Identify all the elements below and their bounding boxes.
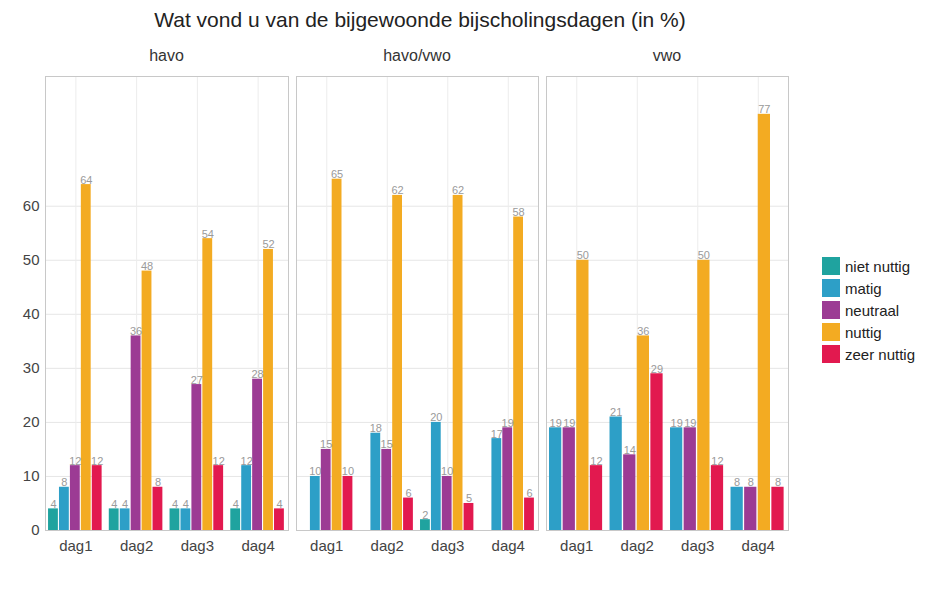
svg-text:4: 4 <box>276 498 282 510</box>
svg-text:48: 48 <box>141 260 153 272</box>
svg-text:dag2: dag2 <box>371 537 404 554</box>
svg-text:14: 14 <box>624 444 636 456</box>
svg-text:dag4: dag4 <box>742 537 775 554</box>
svg-text:27: 27 <box>191 374 203 386</box>
svg-text:30: 30 <box>23 359 40 376</box>
svg-text:19: 19 <box>684 417 696 429</box>
svg-text:4: 4 <box>50 498 56 510</box>
svg-text:12: 12 <box>590 455 602 467</box>
svg-text:dag1: dag1 <box>560 537 593 554</box>
svg-text:4: 4 <box>172 498 178 510</box>
svg-text:dag3: dag3 <box>431 537 464 554</box>
svg-text:10: 10 <box>441 465 453 477</box>
svg-text:40: 40 <box>23 305 40 322</box>
svg-text:50: 50 <box>698 249 710 261</box>
svg-text:60: 60 <box>23 197 40 214</box>
html-text:nuttig: nuttig <box>845 323 882 341</box>
svg-text:62: 62 <box>391 184 403 196</box>
svg-text:10: 10 <box>23 467 40 484</box>
svg-text:dag4: dag4 <box>492 537 525 554</box>
svg-text:6: 6 <box>405 487 411 499</box>
svg-text:21: 21 <box>610 406 622 418</box>
svg-text:65: 65 <box>331 168 343 180</box>
svg-text:dag3: dag3 <box>181 537 214 554</box>
svg-text:62: 62 <box>452 184 464 196</box>
html-text:vwo: vwo <box>652 47 682 64</box>
svg-text:12: 12 <box>213 455 225 467</box>
svg-text:4: 4 <box>122 498 128 510</box>
svg-text:12: 12 <box>91 455 103 467</box>
html-text:matig: matig <box>845 279 882 297</box>
svg-text:18: 18 <box>370 422 382 434</box>
svg-text:19: 19 <box>563 417 575 429</box>
html-text:zeer nuttig: zeer nuttig <box>845 345 915 363</box>
svg-text:19: 19 <box>502 417 514 429</box>
svg-text:36: 36 <box>637 325 649 337</box>
html-text:havo: havo <box>149 47 184 64</box>
html-text:niet nuttig: niet nuttig <box>845 257 910 275</box>
svg-text:4: 4 <box>183 498 189 510</box>
svg-text:50: 50 <box>23 251 40 268</box>
svg-text:77: 77 <box>758 103 770 115</box>
svg-text:19: 19 <box>550 417 562 429</box>
svg-text:52: 52 <box>262 238 274 250</box>
svg-text:5: 5 <box>466 492 472 504</box>
svg-text:64: 64 <box>80 174 92 186</box>
svg-text:dag2: dag2 <box>120 537 153 554</box>
html-text:havo/vwo: havo/vwo <box>383 47 451 64</box>
svg-text:17: 17 <box>491 428 503 440</box>
svg-text:6: 6 <box>526 487 532 499</box>
svg-text:36: 36 <box>130 325 142 337</box>
svg-text:28: 28 <box>251 368 263 380</box>
svg-text:58: 58 <box>512 206 524 218</box>
svg-text:8: 8 <box>775 476 781 488</box>
svg-text:8: 8 <box>155 476 161 488</box>
svg-text:19: 19 <box>671 417 683 429</box>
svg-text:29: 29 <box>651 363 663 375</box>
svg-text:dag2: dag2 <box>621 537 654 554</box>
svg-text:54: 54 <box>202 228 214 240</box>
svg-text:20: 20 <box>430 411 442 423</box>
svg-text:8: 8 <box>748 476 754 488</box>
svg-text:dag4: dag4 <box>241 537 274 554</box>
svg-text:12: 12 <box>241 455 253 467</box>
svg-text:2: 2 <box>422 509 428 521</box>
svg-text:dag1: dag1 <box>59 537 92 554</box>
svg-text:12: 12 <box>69 455 81 467</box>
svg-text:15: 15 <box>320 438 332 450</box>
svg-text:10: 10 <box>309 465 321 477</box>
html-text:Wat vond u van de bijgewoonde: Wat vond u van de bijgewoonde bijscholin… <box>154 8 686 31</box>
svg-text:dag3: dag3 <box>681 537 714 554</box>
svg-text:dag1: dag1 <box>310 537 343 554</box>
html-text:neutraal: neutraal <box>845 301 900 319</box>
svg-text:12: 12 <box>711 455 723 467</box>
svg-text:50: 50 <box>577 249 589 261</box>
svg-text:8: 8 <box>734 476 740 488</box>
svg-text:10: 10 <box>342 465 354 477</box>
svg-text:8: 8 <box>61 476 67 488</box>
svg-text:0: 0 <box>31 521 39 538</box>
svg-text:4: 4 <box>111 498 117 510</box>
svg-text:15: 15 <box>381 438 393 450</box>
svg-text:4: 4 <box>233 498 239 510</box>
svg-text:20: 20 <box>23 413 40 430</box>
